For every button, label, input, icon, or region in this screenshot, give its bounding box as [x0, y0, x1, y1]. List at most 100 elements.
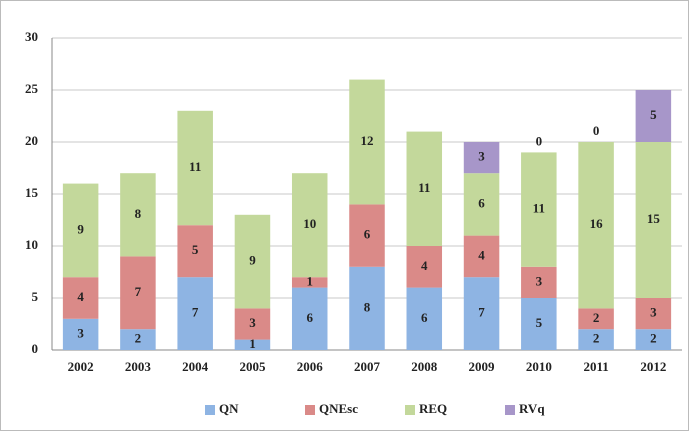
legend-label: RVq	[519, 401, 545, 416]
bar-segment	[291, 277, 328, 288]
data-label: 6	[478, 195, 485, 210]
bar-segment	[120, 329, 156, 350]
y-tick-label: 30	[25, 29, 38, 44]
bar-segment	[635, 142, 672, 298]
bar-segment	[177, 277, 213, 350]
bar-segment	[406, 246, 443, 288]
bar-segment	[578, 329, 614, 350]
x-tick-label: 2004	[182, 359, 209, 374]
legend-swatch	[205, 405, 215, 415]
bar-segment	[521, 266, 557, 298]
data-label: 0	[593, 123, 600, 138]
y-tick-label: 15	[25, 185, 39, 200]
bar-segment	[578, 142, 614, 309]
data-label: 3	[650, 305, 657, 320]
bar-segment	[177, 110, 213, 226]
data-label: 7	[478, 305, 485, 320]
bar-segment	[635, 329, 672, 350]
bar-segment	[463, 235, 500, 278]
legend-label: REQ	[419, 401, 447, 416]
data-label: 5	[536, 315, 543, 330]
y-tick-label: 20	[25, 133, 38, 148]
x-tick-label: 2008	[411, 359, 438, 374]
data-label: 2	[650, 331, 657, 346]
data-label: 0	[536, 133, 543, 148]
x-tick-label: 2003	[125, 359, 152, 374]
data-label: 2	[593, 310, 600, 325]
data-label: 1	[249, 336, 256, 351]
data-label: 12	[361, 133, 374, 148]
bar-segment	[521, 152, 557, 267]
data-label: 2	[135, 331, 142, 346]
data-label: 2	[593, 331, 600, 346]
legend-swatch	[405, 405, 415, 415]
y-tick-label: 0	[32, 341, 39, 356]
data-label: 3	[478, 149, 485, 164]
data-label: 4	[77, 289, 84, 304]
data-label: 11	[533, 201, 545, 216]
bar-segment	[291, 287, 328, 350]
bar-segment	[521, 298, 557, 350]
data-label: 4	[421, 258, 428, 273]
bar-segment	[234, 339, 271, 350]
bar-segment	[406, 287, 443, 350]
x-tick-label: 2011	[583, 359, 608, 374]
legend-swatch	[505, 405, 515, 415]
data-label: 4	[478, 247, 485, 262]
bar-segment	[463, 173, 500, 236]
data-label: 16	[590, 216, 604, 231]
data-label: 6	[421, 310, 428, 325]
bar-segment	[349, 204, 385, 267]
data-label: 9	[77, 221, 84, 236]
y-tick-label: 5	[32, 289, 39, 304]
data-label: 5	[192, 242, 199, 257]
bar-segment	[234, 214, 271, 309]
bar-segment	[120, 256, 156, 330]
bar-segment	[62, 318, 99, 350]
data-label: 9	[249, 253, 256, 268]
data-label: 7	[135, 284, 142, 299]
bar-segment	[463, 277, 500, 350]
data-label: 11	[418, 180, 430, 195]
bar-segment	[177, 225, 213, 278]
y-tick-label: 25	[25, 81, 39, 96]
bar-segment	[635, 298, 672, 330]
legend-label: QNEsc	[319, 401, 358, 416]
bar-segment	[234, 308, 271, 340]
data-label: 5	[650, 107, 657, 122]
bar-segment	[291, 173, 328, 278]
bar-segment	[120, 173, 156, 257]
bar-segment	[62, 277, 99, 319]
data-label: 3	[536, 273, 543, 288]
data-label: 6	[364, 227, 371, 242]
bar-segment	[406, 131, 443, 246]
data-label: 1	[306, 273, 313, 288]
data-label: 6	[306, 310, 313, 325]
bar-segment	[349, 79, 385, 205]
x-tick-label: 2006	[297, 359, 324, 374]
x-tick-label: 2009	[469, 359, 496, 374]
data-label: 11	[189, 159, 201, 174]
data-label: 8	[135, 206, 142, 221]
x-tick-label: 2002	[68, 359, 94, 374]
data-label: 3	[249, 315, 256, 330]
x-tick-label: 2007	[354, 359, 381, 374]
data-label: 10	[303, 216, 316, 231]
data-label: 8	[364, 299, 371, 314]
bar-segment	[463, 142, 500, 174]
bar-segment	[349, 266, 385, 350]
y-tick-label: 10	[25, 237, 38, 252]
x-tick-label: 2005	[239, 359, 266, 374]
x-tick-label: 2012	[640, 359, 666, 374]
bar-segment	[635, 90, 672, 142]
legend-swatch	[305, 405, 315, 415]
data-label: 3	[77, 325, 84, 340]
x-tick-label: 2010	[526, 359, 552, 374]
data-label: 15	[647, 211, 661, 226]
legend-label: QN	[219, 401, 239, 416]
data-label: 7	[192, 305, 199, 320]
bar-segment	[578, 308, 614, 330]
bar-segment	[62, 183, 99, 278]
